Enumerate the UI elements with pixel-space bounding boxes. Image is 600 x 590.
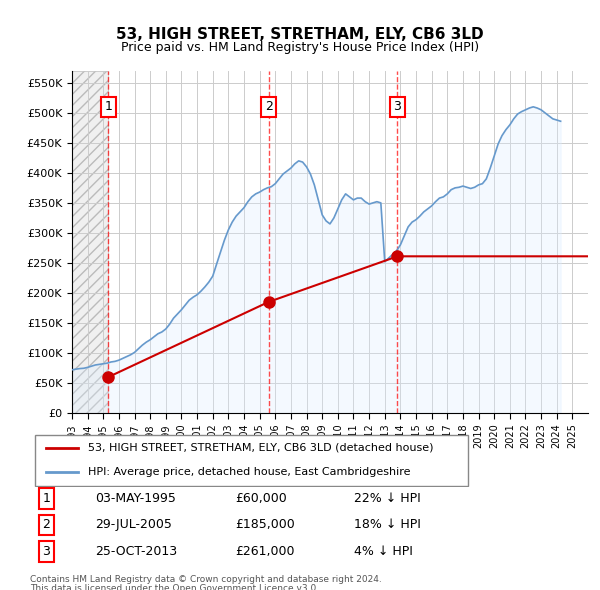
Text: £185,000: £185,000: [235, 519, 295, 532]
Text: 1: 1: [42, 492, 50, 505]
Bar: [72, 71, 109, 413]
Text: 4% ↓ HPI: 4% ↓ HPI: [354, 545, 413, 558]
Text: 53, HIGH STREET, STRETHAM, ELY, CB6 3LD: 53, HIGH STREET, STRETHAM, ELY, CB6 3LD: [116, 27, 484, 41]
FancyBboxPatch shape: [35, 435, 468, 486]
Text: Contains HM Land Registry data © Crown copyright and database right 2024.: Contains HM Land Registry data © Crown c…: [30, 575, 382, 584]
Text: 53, HIGH STREET, STRETHAM, ELY, CB6 3LD (detached house): 53, HIGH STREET, STRETHAM, ELY, CB6 3LD …: [88, 443, 434, 453]
Text: 18% ↓ HPI: 18% ↓ HPI: [354, 519, 421, 532]
Text: 29-JUL-2005: 29-JUL-2005: [95, 519, 172, 532]
Text: 3: 3: [394, 100, 401, 113]
Text: 2: 2: [265, 100, 272, 113]
Text: This data is licensed under the Open Government Licence v3.0.: This data is licensed under the Open Gov…: [30, 584, 319, 590]
Text: 3: 3: [42, 545, 50, 558]
Text: Price paid vs. HM Land Registry's House Price Index (HPI): Price paid vs. HM Land Registry's House …: [121, 41, 479, 54]
Text: £261,000: £261,000: [235, 545, 295, 558]
Text: 25-OCT-2013: 25-OCT-2013: [95, 545, 177, 558]
Text: 22% ↓ HPI: 22% ↓ HPI: [354, 492, 421, 505]
Text: 03-MAY-1995: 03-MAY-1995: [95, 492, 176, 505]
Text: HPI: Average price, detached house, East Cambridgeshire: HPI: Average price, detached house, East…: [88, 467, 410, 477]
Text: £60,000: £60,000: [235, 492, 287, 505]
Text: 2: 2: [42, 519, 50, 532]
Text: 1: 1: [104, 100, 112, 113]
